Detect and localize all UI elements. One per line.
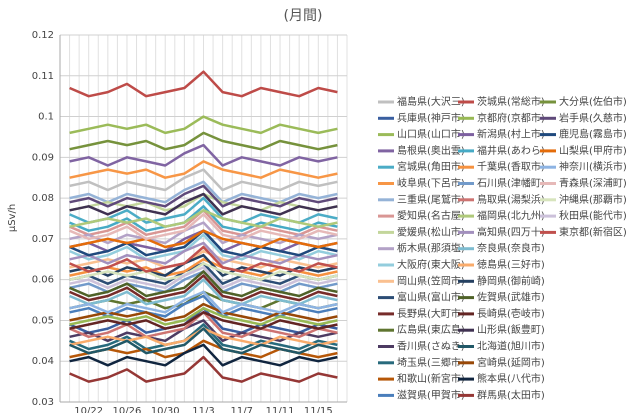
series-line <box>69 168 338 192</box>
series-line <box>69 311 338 330</box>
legend-label: 三重県(尾鷲市) <box>397 193 465 206</box>
y-tick-label: 0.03 <box>32 397 54 408</box>
legend-label: 島根県(奥出雲) <box>397 144 465 157</box>
legend-label: 大阪府(東大阪) <box>397 258 465 271</box>
legend-label: 山口県(山口市) <box>397 128 465 141</box>
legend-label: 長崎県(壱岐市) <box>477 307 545 320</box>
series-line <box>69 266 338 290</box>
legend-label: 新潟県(村上市) <box>477 128 545 141</box>
legend-label: 高知県(四万十) <box>477 225 545 238</box>
y-tick-label: 0.05 <box>32 315 54 326</box>
legend-label: 青森県(深浦町) <box>559 177 627 190</box>
series-line <box>69 290 338 314</box>
series-line <box>69 205 338 232</box>
legend-label: 北海道(旭川市) <box>477 340 545 353</box>
series-line <box>69 278 338 306</box>
legend-label: 愛知県(名古屋) <box>397 209 465 222</box>
series-line <box>69 355 338 383</box>
chart-title: (月間) <box>284 8 323 24</box>
legend-label: 鳥取県(湯梨浜) <box>477 193 545 206</box>
legend-label: 沖縄県(那覇市) <box>559 193 627 206</box>
legend-label: 神奈川(横浜市) <box>559 160 627 173</box>
legend-label: 兵庫県(神戸市) <box>397 111 465 124</box>
legend-label: 福島県(大沢三) <box>397 95 465 108</box>
legend-label: 大分県(佐伯市) <box>559 95 627 108</box>
legend-label: 山形県(飯豊町) <box>477 323 545 336</box>
series-line <box>69 70 338 98</box>
y-tick-label: 0.08 <box>32 193 54 204</box>
y-tick-label: 0.09 <box>32 152 54 163</box>
series-line <box>69 343 338 367</box>
series-line <box>69 323 338 351</box>
series-line <box>69 192 338 216</box>
legend-label: 熊本県(八代市) <box>477 372 545 385</box>
legend-label: 富山県(富山市) <box>397 291 465 304</box>
series-line <box>69 229 338 249</box>
legend-label: 京都府(京都市) <box>477 111 545 124</box>
x-tick-label: 10/22 <box>74 406 103 413</box>
x-tick-label: 11/15 <box>304 406 333 413</box>
legend-label: 愛媛県(松山市) <box>397 225 465 238</box>
legend-label: 鹿児島(霧島市) <box>559 128 627 141</box>
series-line <box>69 160 338 179</box>
x-tick-label: 11/11 <box>266 406 295 413</box>
series-line <box>69 241 338 265</box>
legend-label: 山梨県(甲府市) <box>559 144 627 157</box>
legend-label: 長野県(大町市) <box>397 307 465 320</box>
series-line <box>69 143 338 167</box>
series-line <box>69 209 338 228</box>
x-tick-label: 10/30 <box>151 406 180 413</box>
legend-label: 茨城県(常総市) <box>477 95 545 108</box>
y-axis-label: μSv/h <box>7 204 18 232</box>
y-tick-label: 0.07 <box>32 234 54 245</box>
legend-label: 栃木県(那須塩) <box>397 242 465 255</box>
series-line <box>69 302 338 322</box>
series-line <box>69 262 338 281</box>
series-line <box>69 274 338 302</box>
legend-label: 秋田県(能代市) <box>559 209 627 222</box>
series-line <box>69 245 338 273</box>
legend-label: 静岡県(御前崎) <box>477 274 545 287</box>
legend-label: 滋賀県(甲賀市) <box>397 388 465 401</box>
legend-label: 奈良県(奈良市) <box>477 242 545 255</box>
legend-label: 岡山県(笠岡市) <box>397 274 465 287</box>
y-tick-label: 0.06 <box>32 275 54 286</box>
x-tick-label: 11/7 <box>231 406 253 413</box>
legend-label: 和歌山(新宮市) <box>397 372 465 385</box>
y-tick-label: 0.11 <box>32 71 54 82</box>
legend-label: 石川県(津幡町) <box>477 177 545 190</box>
series-line <box>69 213 338 241</box>
legend-label: 宮崎県(延岡市) <box>477 356 545 369</box>
y-tick-label: 0.04 <box>32 356 54 367</box>
legend-label: 宮城県(角田市) <box>397 160 465 173</box>
legend-label: 千葉県(香取市) <box>477 160 545 173</box>
legend-label: 広島県(東広島) <box>397 323 465 336</box>
x-tick-label: 11/3 <box>192 406 214 413</box>
series-line <box>69 131 338 151</box>
legend-label: 佐賀県(武雄市) <box>477 291 545 304</box>
legend-label: 福井県(あわら) <box>477 144 545 157</box>
legend-label: 埼玉県(三郷市) <box>397 356 465 369</box>
series-line <box>69 184 338 208</box>
legend-label: 東京都(新宿区) <box>559 225 627 238</box>
legend-label: 徳島県(三好市) <box>477 258 545 271</box>
series-line <box>69 115 338 135</box>
series-line <box>69 327 338 355</box>
legend-label: 福岡県(北九州) <box>477 209 545 222</box>
y-tick-label: 0.12 <box>32 30 54 41</box>
x-tick-label: 10/26 <box>113 406 142 413</box>
legend-label: 群馬県(太田市) <box>477 388 545 401</box>
y-tick-label: 0.1 <box>38 112 54 123</box>
series-line <box>69 180 338 204</box>
legend-label: 香川県(さぬき) <box>397 341 465 353</box>
series-line <box>69 270 338 298</box>
legend-label: 岐阜県(下呂市) <box>397 177 465 190</box>
series-line <box>69 306 338 326</box>
legend-label: 岩手県(久慈市) <box>559 111 627 124</box>
